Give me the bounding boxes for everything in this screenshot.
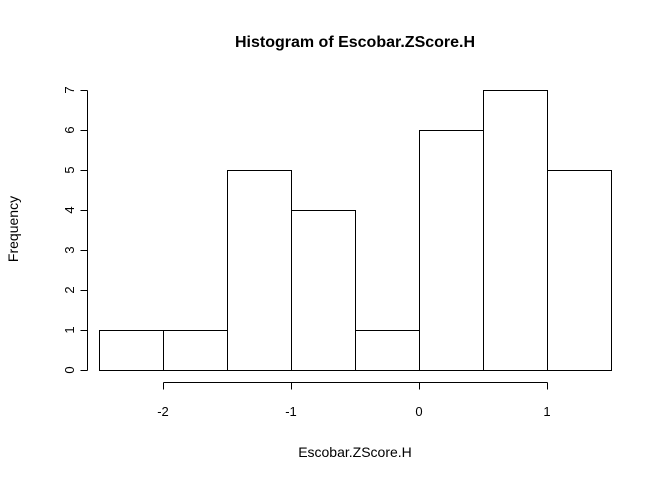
histogram-bar-5	[419, 130, 484, 371]
y-tick-label: 2	[62, 286, 77, 293]
bars-group	[99, 90, 612, 371]
histogram-bar-0	[99, 330, 164, 371]
x-tick-label: 0	[415, 404, 422, 419]
histogram-bar-7	[547, 170, 612, 371]
histogram-bar-3	[291, 210, 356, 371]
y-axis: 0 1 2 3 4 5 6 7	[62, 86, 88, 374]
x-tick-label: -2	[157, 404, 169, 419]
histogram-bar-4	[355, 330, 420, 371]
histogram-bar-1	[163, 330, 228, 371]
y-tick-label: 0	[62, 366, 77, 373]
y-tick-label: 4	[62, 206, 77, 213]
x-axis-label: Escobar.ZScore.H	[298, 444, 412, 460]
chart-title: Histogram of Escobar.ZScore.H	[235, 34, 475, 51]
y-tick-label: 3	[62, 246, 77, 253]
y-tick-label: 1	[62, 326, 77, 333]
histogram-bar-2	[227, 170, 292, 371]
x-tick-label: -1	[285, 404, 297, 419]
y-tick-label: 5	[62, 166, 77, 173]
y-tick-label: 6	[62, 126, 77, 133]
histogram-bar-6	[483, 90, 548, 371]
y-tick-label: 7	[62, 86, 77, 93]
y-axis-label: Frequency	[5, 196, 21, 262]
x-tick-label: 1	[543, 404, 550, 419]
x-axis: -2 -1 0 1	[157, 382, 551, 419]
